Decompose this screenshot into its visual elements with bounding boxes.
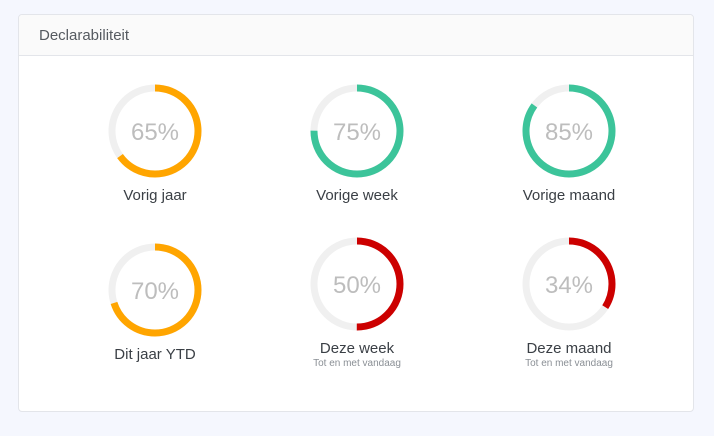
gauge-percentage: 75% xyxy=(333,119,381,146)
progress-ring: 65% xyxy=(108,84,202,178)
progress-ring: 70% xyxy=(108,243,202,337)
gauge-percentage: 70% xyxy=(131,278,179,305)
gauge-label: Vorige week xyxy=(316,187,398,204)
gauge-deze-maand: 34% Deze maand Tot en met vandaag xyxy=(479,234,659,370)
progress-ring: 50% xyxy=(310,237,404,331)
progress-ring: 34% xyxy=(522,237,616,331)
gauge-vorige-maand: 85% Vorige maand xyxy=(479,81,659,205)
progress-ring: 75% xyxy=(310,84,404,178)
gauge-sublabel: Tot en met vandaag xyxy=(313,358,401,369)
gauge-vorig-jaar: 65% Vorig jaar xyxy=(65,81,245,205)
progress-ring: 85% xyxy=(522,84,616,178)
gauge-sublabel: Tot en met vandaag xyxy=(525,358,613,369)
gauge-vorige-week: 75% Vorige week xyxy=(267,81,447,205)
gauge-percentage: 85% xyxy=(545,119,593,146)
gauge-label: Deze week xyxy=(319,340,395,357)
gauge-percentage: 50% xyxy=(333,272,381,299)
gauge-label: Deze maand xyxy=(526,340,612,357)
gauge-label: Dit jaar YTD xyxy=(114,346,196,363)
gauge-percentage: 65% xyxy=(131,119,179,146)
gauge-percentage: 34% xyxy=(545,272,593,299)
gauge-label: Vorige maand xyxy=(522,187,616,204)
declarabiliteit-card: Declarabiliteit 65% Vorig jaar 75% Vorig… xyxy=(18,14,694,412)
gauge-label: Vorig jaar xyxy=(123,187,187,204)
card-title: Declarabiliteit xyxy=(19,15,693,56)
gauge-deze-week: 50% Deze week Tot en met vandaag xyxy=(267,234,447,370)
gauge-dit-jaar-ytd: 70% Dit jaar YTD xyxy=(65,240,245,364)
